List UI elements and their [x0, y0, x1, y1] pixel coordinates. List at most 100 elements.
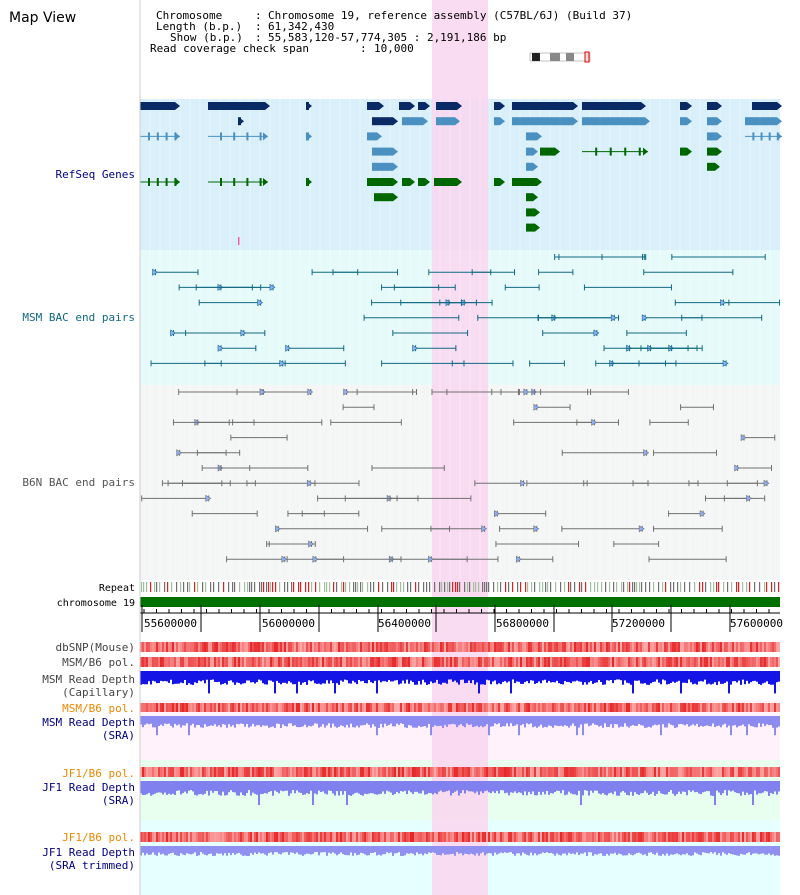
depth-bin	[228, 781, 230, 793]
pol-bin	[304, 642, 306, 652]
pol-bin	[684, 703, 686, 712]
gene-arrow	[393, 162, 398, 171]
chromosome-label-track: chromosome 19	[56, 598, 135, 609]
pol-bin	[282, 832, 284, 842]
refseq-genes-label[interactable]: RefSeq Genes	[55, 168, 135, 181]
msm-depth-capillary-label[interactable]: MSM Read Depth	[42, 673, 135, 686]
pol-bin	[372, 703, 374, 712]
pol-bin	[264, 832, 266, 842]
pol-bin	[318, 767, 320, 777]
pol-bin	[438, 657, 440, 667]
depth-bin	[250, 846, 252, 854]
jf1-depth-sra-label[interactable]: JF1 Read Depth	[42, 781, 135, 794]
depth-bin	[680, 716, 682, 724]
repeat-mark	[218, 582, 220, 592]
repeat-mark	[336, 582, 338, 592]
msm-b6-pol-2-label[interactable]: MSM/B6 pol.	[62, 702, 135, 715]
pol-bin	[420, 767, 422, 777]
pol-bin	[526, 703, 528, 712]
pol-bin	[428, 767, 430, 777]
pol-bin	[206, 703, 208, 712]
msm-bac-pairs[interactable]	[150, 254, 781, 367]
gene-arrow	[307, 178, 312, 186]
depth-bin	[546, 846, 548, 853]
pol-bin	[220, 832, 222, 842]
pol-bin	[598, 657, 600, 667]
pol-bin	[296, 767, 298, 777]
pol-bin	[374, 832, 376, 842]
chromosome-ideogram[interactable]	[529, 51, 591, 63]
depth-bin	[582, 716, 584, 736]
depth-bin	[714, 716, 716, 728]
depth-bin	[736, 716, 738, 728]
dbsnp-label[interactable]: dbSNP(Mouse)	[55, 641, 135, 654]
depth-bin	[348, 846, 350, 856]
pol-bin	[450, 657, 452, 667]
pol-bin	[336, 703, 338, 712]
pol-bin	[200, 657, 202, 667]
jf1-b6-pol-label[interactable]: JF1/B6 pol.	[62, 767, 135, 780]
b6n-pair-arrow	[259, 388, 266, 396]
pol-bin	[498, 657, 500, 667]
pol-bin	[726, 703, 728, 712]
depth-bin	[754, 781, 756, 791]
pol-bin	[458, 703, 460, 712]
pol-bin	[768, 767, 770, 777]
depth-bin	[340, 781, 342, 792]
pol-bin	[712, 657, 714, 667]
pol-bin	[696, 657, 698, 667]
depth-bin	[580, 671, 582, 682]
pol-bin	[528, 703, 530, 712]
depth-bin	[602, 781, 604, 794]
depth-bin	[618, 671, 620, 680]
repeat-mark	[268, 582, 270, 592]
b6n-bac-label[interactable]: B6N BAC end pairs	[22, 476, 135, 489]
msm-bac-label[interactable]: MSM BAC end pairs	[22, 311, 135, 324]
pol-bin	[370, 642, 372, 652]
depth-bin	[612, 846, 614, 854]
pol-bin	[276, 832, 278, 842]
pol-bin	[612, 832, 614, 842]
pol-bin	[630, 832, 632, 842]
pol-bin	[742, 767, 744, 777]
pol-bin	[668, 657, 670, 667]
pol-bin	[422, 832, 424, 842]
pol-bin	[236, 767, 238, 777]
jf1-depth-trim-label[interactable]: JF1 Read Depth	[42, 846, 135, 859]
depth-bin	[230, 781, 232, 791]
depth-bin	[652, 716, 654, 726]
pol-bin	[630, 703, 632, 712]
pol-bin	[162, 642, 164, 652]
pol-bin	[658, 832, 660, 842]
pol-bin	[534, 832, 536, 842]
depth-bin	[434, 846, 436, 854]
depth-bin	[632, 716, 634, 726]
refseq-genes[interactable]	[140, 102, 782, 245]
depth-bin	[532, 716, 534, 728]
depth-bin	[208, 781, 210, 796]
pol-bin	[568, 657, 570, 667]
pol-bin	[146, 657, 148, 667]
chromosome-bar[interactable]	[140, 597, 780, 607]
gene-block	[752, 102, 777, 110]
jf1-b6-pol-2-label[interactable]: JF1/B6 pol.	[62, 831, 135, 844]
b6n-bac-pairs[interactable]	[141, 388, 776, 563]
pol-bin	[190, 642, 192, 652]
depth-bin	[436, 846, 438, 855]
pol-bin	[612, 657, 614, 667]
pol-bin	[330, 703, 332, 712]
gene-block	[208, 102, 265, 110]
msm-depth-sra-label[interactable]: MSM Read Depth	[42, 716, 135, 729]
pol-bin	[676, 767, 678, 777]
depth-bin	[634, 671, 636, 681]
pol-bin	[726, 767, 728, 777]
pol-bin	[746, 832, 748, 842]
msm-b6-pol-label[interactable]: MSM/B6 pol.	[62, 656, 135, 669]
pol-bin	[460, 642, 462, 652]
depth-bin	[190, 671, 192, 685]
pol-bin	[218, 832, 220, 842]
pol-bin	[206, 767, 208, 777]
depth-bin	[452, 671, 454, 682]
pol-bin	[400, 642, 402, 652]
